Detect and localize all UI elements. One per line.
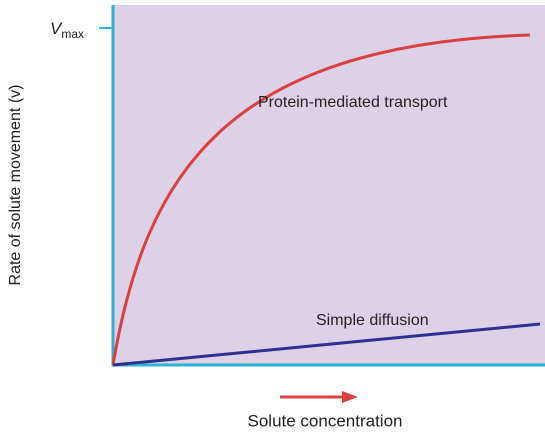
diffusion-line bbox=[112, 322, 541, 367]
protein-curve-label: Protein-mediated transport bbox=[258, 94, 448, 111]
protein-curve bbox=[111, 33, 531, 366]
y-axis-label: Rate of solute movement (v) bbox=[7, 85, 24, 286]
x-axis-label: Solute concentration bbox=[248, 411, 403, 430]
vmax-subscript: max bbox=[61, 27, 84, 41]
vmax-label: Vmax bbox=[50, 19, 84, 41]
x-arrow-head bbox=[342, 391, 358, 403]
diffusion-label: Simple diffusion bbox=[316, 312, 429, 329]
vmax-symbol: V bbox=[50, 19, 63, 38]
plot-area bbox=[113, 5, 545, 365]
